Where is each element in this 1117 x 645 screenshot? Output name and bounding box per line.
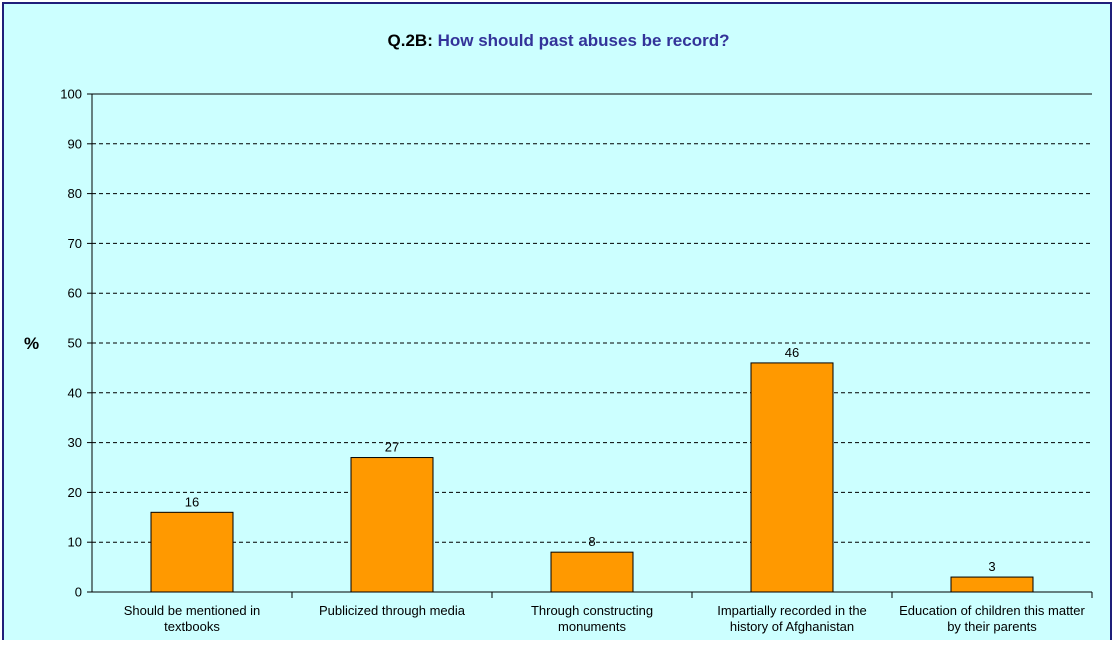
bar xyxy=(550,551,634,593)
y-tick-label: 70 xyxy=(68,236,82,251)
x-tick-label: Education of children this matter by the… xyxy=(899,603,1085,634)
chart-title: Q.2B: How should past abuses be record? xyxy=(0,31,1117,51)
y-tick-label: 30 xyxy=(68,435,82,450)
x-tick-label: Through constructing monuments xyxy=(530,603,654,634)
chart-title-text: How should past abuses be record? xyxy=(437,31,730,50)
y-tick-label: 80 xyxy=(68,186,82,201)
bar xyxy=(950,576,1034,593)
y-tick-label: 10 xyxy=(68,535,82,550)
bar-value-label: 8 xyxy=(588,534,595,549)
y-tick-label: 40 xyxy=(68,385,82,400)
y-tick-label: 50 xyxy=(68,336,82,351)
bar-value-label: 3 xyxy=(988,559,995,574)
y-tick-label: 20 xyxy=(68,485,82,500)
x-tick-label: Should be mentioned in textbooks xyxy=(123,603,261,634)
y-axis-label: % xyxy=(24,334,40,353)
bar-value-label: 46 xyxy=(785,345,799,360)
bar xyxy=(750,362,834,593)
chart-title-prefix: Q.2B: xyxy=(387,31,433,50)
x-tick-label: Publicized through media xyxy=(319,603,465,618)
bar-value-label: 27 xyxy=(385,440,399,455)
y-tick-label: 60 xyxy=(68,286,82,301)
y-tick-label: 100 xyxy=(60,87,82,102)
y-tick-label: 90 xyxy=(68,136,82,151)
y-tick-label: 0 xyxy=(75,585,82,600)
bar xyxy=(350,457,434,593)
bar xyxy=(150,511,234,593)
x-tick-label: Impartially recorded in the history of A… xyxy=(717,603,867,634)
bar-value-label: 16 xyxy=(185,494,199,509)
